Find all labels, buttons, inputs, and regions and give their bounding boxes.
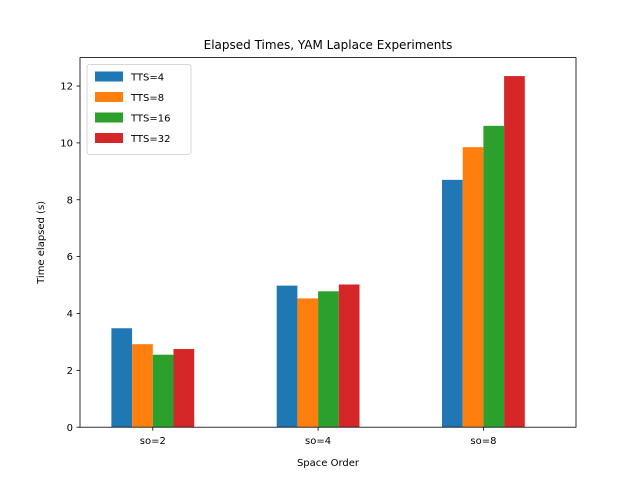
legend-label: TTS=16 xyxy=(130,114,171,125)
x-axis-label: Space Order xyxy=(297,458,360,469)
legend-swatch xyxy=(95,92,123,102)
bar-so=8-TTS=4 xyxy=(442,179,463,428)
x-tick-label: so=8 xyxy=(470,436,496,447)
x-tick-label: so=4 xyxy=(305,436,331,447)
y-tick-label: 8 xyxy=(67,195,73,206)
chart-title: Elapsed Times, YAM Laplace Experiments xyxy=(204,38,453,52)
bars-layer xyxy=(111,76,525,428)
bar-so=2-TTS=32 xyxy=(173,349,195,428)
legend-label: TTS=8 xyxy=(130,93,164,104)
y-tick-label: 0 xyxy=(67,423,73,434)
x-axis: so=2 so=4 so=8 xyxy=(140,427,496,447)
y-tick-label: 4 xyxy=(67,309,73,320)
legend-label: TTS=4 xyxy=(130,73,164,84)
legend-swatch xyxy=(95,133,123,143)
legend-box xyxy=(86,64,192,155)
bar-so=4-TTS=16 xyxy=(318,291,339,428)
legend-swatch xyxy=(95,71,123,82)
bar-so=2-TTS=8 xyxy=(132,344,153,428)
legend-swatch xyxy=(95,112,123,123)
plot-frame xyxy=(79,57,577,428)
legend: TTS=4 TTS=8 TTS=16 TTS=32 xyxy=(86,64,192,155)
legend-label: TTS=32 xyxy=(130,134,171,145)
y-tick-label: 10 xyxy=(60,138,73,149)
x-tick-label: so=2 xyxy=(140,436,166,447)
y-axis-label: Time elapsed (s) xyxy=(36,201,47,285)
y-tick-label: 6 xyxy=(67,252,73,263)
bar-so=4-TTS=8 xyxy=(297,298,319,428)
bar-so=2-TTS=16 xyxy=(152,354,174,428)
bar-so=4-TTS=4 xyxy=(276,285,298,428)
bar-so=8-TTS=8 xyxy=(462,147,484,428)
bar-so=4-TTS=32 xyxy=(338,284,360,428)
bar-so=8-TTS=32 xyxy=(504,76,525,428)
bar-so=2-TTS=4 xyxy=(111,328,133,428)
y-axis: 0 2 4 6 8 10 12 xyxy=(60,82,80,434)
y-tick-label: 2 xyxy=(67,366,73,377)
y-tick-label: 12 xyxy=(60,82,73,93)
bar-so=8-TTS=16 xyxy=(483,125,505,428)
